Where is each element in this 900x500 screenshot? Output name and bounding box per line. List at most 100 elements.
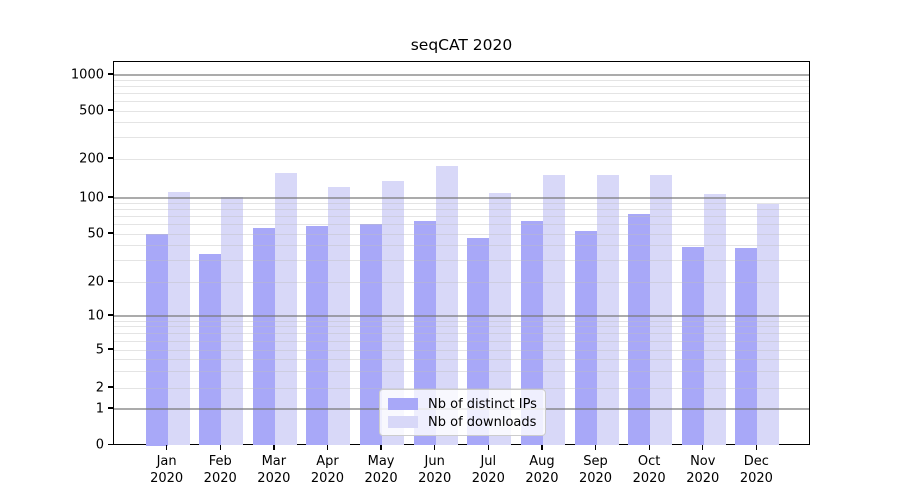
x-tick-year: 2020 xyxy=(525,471,559,487)
legend-label-nb-of-distinct-ips: Nb of distinct IPs xyxy=(428,396,537,412)
x-tick-mark xyxy=(594,445,597,450)
bar-nb-of-downloads-feb xyxy=(221,196,244,446)
minor-gridline xyxy=(114,122,809,124)
bar-nb-of-downloads-may xyxy=(382,180,405,446)
x-tick-label: Dec 2020 xyxy=(716,453,796,487)
x-tick-label: Nov 2020 xyxy=(663,453,743,487)
x-tick-month: Nov xyxy=(690,454,716,469)
x-tick-year: 2020 xyxy=(471,471,505,487)
minor-gridline xyxy=(114,320,809,322)
minor-gridline xyxy=(114,137,809,139)
x-tick-year: 2020 xyxy=(418,471,452,487)
x-tick-mark xyxy=(273,445,275,450)
minor-gridline xyxy=(114,86,809,88)
x-tick-month: Oct xyxy=(637,454,661,469)
bar-nb-of-distinct-ips-feb xyxy=(199,254,222,446)
bar-nb-of-downloads-aug xyxy=(542,174,565,446)
minor-gridline xyxy=(114,216,809,218)
x-tick-label: Sep 2020 xyxy=(556,453,636,487)
x-tick-label: Oct 2020 xyxy=(609,453,689,487)
y-tick-label: 0 xyxy=(95,437,104,453)
x-tick-label: Jul 2020 xyxy=(448,453,528,487)
x-tick-year: 2020 xyxy=(150,471,184,487)
legend: Nb of distinct IPs Nb of downloads xyxy=(379,389,546,436)
major-gridline xyxy=(114,74,809,76)
bar-nb-of-downloads-sep xyxy=(596,174,619,446)
legend-swatch-nb-of-downloads xyxy=(388,416,418,428)
x-tick-month: Sep xyxy=(583,454,608,469)
major-gridline xyxy=(114,197,809,199)
x-tick-mark xyxy=(326,445,329,450)
x-tick-mark xyxy=(434,445,436,450)
y-tick-mark xyxy=(108,407,113,409)
x-tick-month: Mar xyxy=(261,454,287,469)
x-tick-label: May 2020 xyxy=(341,453,421,487)
legend-row-nb-of-distinct-ips: Nb of distinct IPs xyxy=(388,395,537,413)
y-tick-mark xyxy=(108,232,113,234)
y-tick-label: 1 xyxy=(95,401,104,416)
y-tick-mark xyxy=(108,386,113,388)
x-tick-month: Feb xyxy=(208,454,232,469)
minor-gridline xyxy=(114,101,809,103)
bar-nb-of-downloads-dec xyxy=(757,204,780,446)
minor-gridline xyxy=(114,224,809,226)
y-tick-mark xyxy=(108,157,113,159)
minor-gridline xyxy=(114,281,809,283)
bar-nb-of-downloads-oct xyxy=(650,175,673,446)
y-tick-label: 500 xyxy=(79,103,104,118)
y-tick-label: 50 xyxy=(87,226,104,241)
bar-nb-of-downloads-nov xyxy=(703,193,726,446)
x-tick-month: Jan xyxy=(156,454,177,469)
bar-nb-of-downloads-jun xyxy=(435,165,458,446)
x-tick-year: 2020 xyxy=(686,471,720,487)
x-tick-label: Jan 2020 xyxy=(127,453,207,487)
x-tick-mark xyxy=(755,445,758,450)
y-tick-label: 20 xyxy=(87,274,104,289)
x-tick-mark xyxy=(380,445,382,450)
minor-gridline xyxy=(114,245,809,247)
x-tick-mark xyxy=(487,445,489,450)
minor-gridline xyxy=(114,332,809,334)
x-tick-year: 2020 xyxy=(310,471,344,487)
x-tick-mark xyxy=(166,445,168,450)
minor-gridline xyxy=(114,387,809,389)
y-tick-label: 5 xyxy=(95,342,104,357)
x-tick-year: 2020 xyxy=(203,471,237,487)
x-tick-mark xyxy=(219,445,221,450)
bar-nb-of-distinct-ips-oct xyxy=(628,213,651,446)
bar-nb-of-distinct-ips-nov xyxy=(681,247,704,446)
x-tick-month: Jul xyxy=(480,454,497,469)
minor-gridline xyxy=(114,260,809,262)
minor-gridline xyxy=(114,349,809,351)
legend-row-nb-of-downloads: Nb of downloads xyxy=(388,413,537,431)
bar-nb-of-distinct-ips-apr xyxy=(306,226,329,446)
bar-nb-of-distinct-ips-jan xyxy=(145,234,168,446)
minor-gridline xyxy=(114,209,809,211)
y-tick-mark xyxy=(108,314,113,316)
y-tick-label: 1000 xyxy=(70,67,104,82)
x-tick-year: 2020 xyxy=(257,471,291,487)
bar-nb-of-distinct-ips-dec xyxy=(735,248,758,446)
bar-nb-of-distinct-ips-sep xyxy=(574,230,597,446)
x-tick-month: Jun xyxy=(424,454,445,469)
minor-gridline xyxy=(114,202,809,204)
minor-gridline xyxy=(114,79,809,81)
y-tick-mark xyxy=(108,73,113,75)
y-tick-mark xyxy=(108,348,113,350)
x-tick-month: May xyxy=(367,454,395,469)
minor-gridline xyxy=(114,370,809,372)
x-tick-mark xyxy=(541,445,543,450)
x-tick-year: 2020 xyxy=(578,471,613,487)
x-tick-mark xyxy=(702,445,704,450)
x-tick-month: Dec xyxy=(743,454,769,469)
x-tick-label: Feb 2020 xyxy=(180,453,260,487)
minor-gridline xyxy=(114,326,809,328)
y-tick-label: 100 xyxy=(79,190,104,205)
minor-gridline xyxy=(114,93,809,95)
x-tick-month: Apr xyxy=(316,454,339,469)
x-tick-year: 2020 xyxy=(364,471,398,487)
y-tick-mark xyxy=(108,280,113,282)
x-tick-year: 2020 xyxy=(739,471,773,487)
plot-area xyxy=(113,61,810,446)
